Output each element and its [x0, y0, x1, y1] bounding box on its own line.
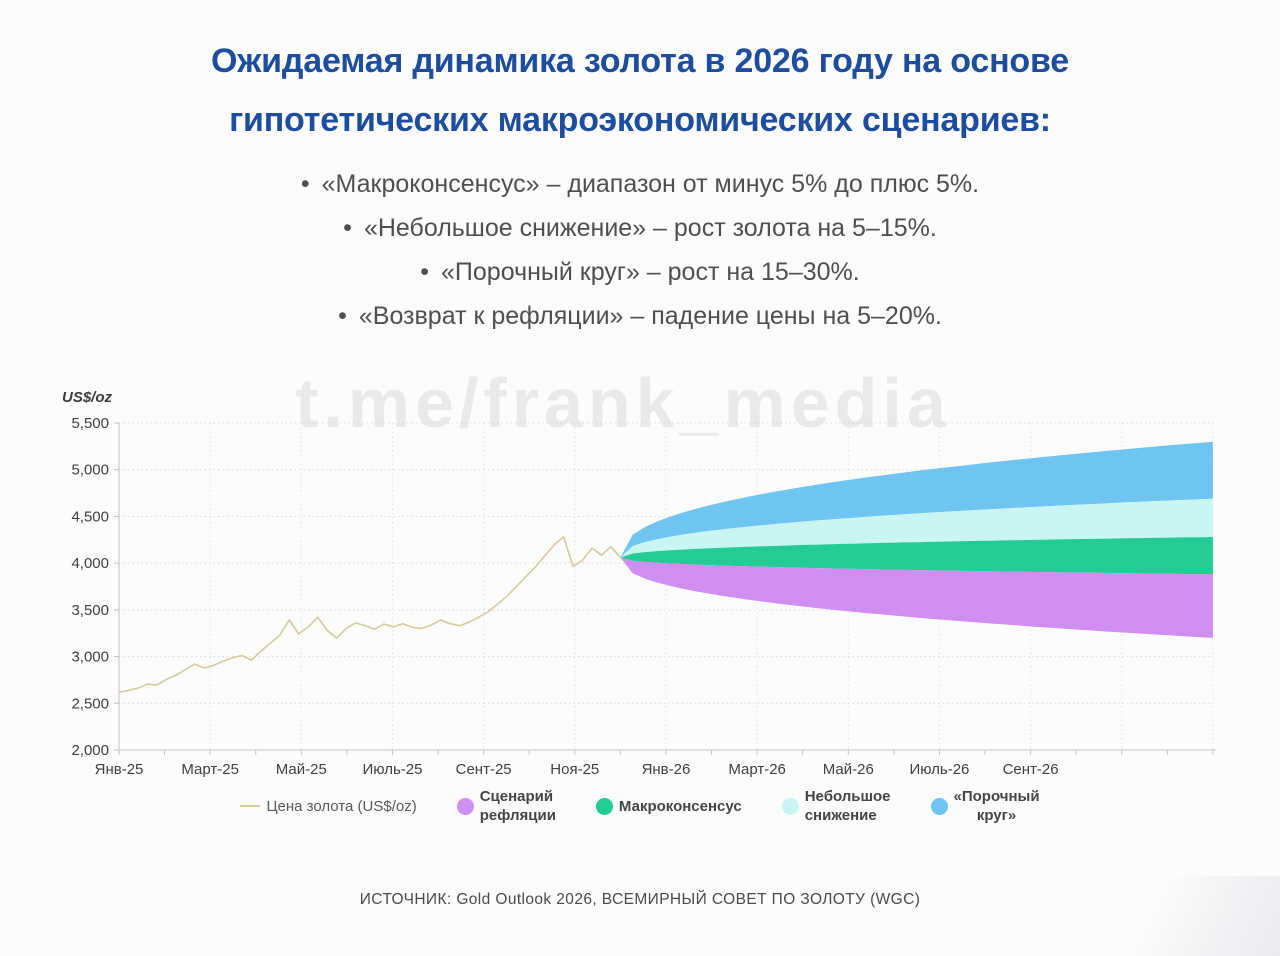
scenario-bullets: «Макроконсенсус» – диапазон от минус 5% …: [0, 162, 1280, 338]
legend-label-vicious-circle: «Порочный круг»: [953, 788, 1040, 824]
small-decline-dot-swatch: [781, 797, 799, 815]
corner-decoration: [980, 876, 1280, 956]
y-tick-label: 5,500: [71, 415, 109, 432]
y-tick-label: 3,500: [71, 602, 109, 619]
legend-label-macro-consensus: Макроконсенсус: [618, 797, 742, 815]
y-tick-label: 4,000: [71, 555, 109, 572]
watermark-text: t.me/frank_media: [295, 364, 951, 442]
fan-band-macro-consensus: [620, 537, 1213, 575]
legend-item-vicious-circle: «Порочный круг»: [930, 787, 1040, 825]
y-tick-label: 2,000: [71, 742, 109, 759]
gold-fan-chart: 5,500 5,000 4,500 4,000 3,500 3,000 2,500 2,000…: [71, 415, 1216, 778]
y-tick-label: 5,000: [71, 462, 109, 479]
page-title-line1: Ожидаемая динамика золота в 2026 году на…: [211, 42, 1069, 80]
x-tick-label: Июль-25: [363, 761, 423, 778]
legend-item-small-decline: Небольшое снижение: [781, 787, 891, 825]
legend-label-reflation: Сценарий рефляции: [479, 788, 556, 824]
y-axis-unit-label: US$/oz: [62, 389, 113, 406]
reflation-dot-swatch: [456, 797, 474, 815]
bullet-small-decline: «Небольшое снижение» – рост золота на 5–…: [0, 206, 1280, 250]
macro-consensus-dot-swatch: [595, 797, 613, 815]
legend-item-reflation: Сценарий рефляции: [456, 787, 556, 825]
gold-price-line: [118, 536, 621, 693]
fan-band-vicious-circle: [620, 441, 1213, 558]
bullet-vicious-circle: «Порочный круг» – рост на 15–30%.: [0, 250, 1280, 294]
x-tick-label: Июль-26: [909, 761, 969, 778]
x-tick-label: Сент-25: [456, 761, 512, 778]
page-title-line2: гипотетических макроэкономических сценар…: [229, 101, 1051, 139]
y-tick-label: 3,000: [71, 649, 109, 666]
legend-item-macro-consensus: Макроконсенсус: [595, 797, 742, 816]
x-tick-label: Янв-25: [95, 761, 144, 778]
fan-band-small-decline: [620, 498, 1213, 558]
x-tick-label: Янв-26: [642, 761, 691, 778]
y-tick-label: 2,500: [71, 695, 109, 712]
x-tick-label: Ноя-25: [550, 761, 599, 778]
gold-price-line-swatch: [240, 805, 261, 807]
bullet-macro-consensus: «Макроконсенсус» – диапазон от минус 5% …: [0, 162, 1280, 206]
x-tick-label: Март-26: [728, 761, 786, 778]
chart-legend: Цена золота (US$/oz) Сценарий рефляции Макр…: [0, 787, 1280, 825]
page-title: Ожидаемая динамика золота в 2026 году на…: [0, 32, 1280, 150]
legend-label-gold-price: Цена золота (US$/oz): [266, 797, 417, 815]
legend-label-small-decline: Небольшое снижение: [804, 788, 891, 824]
vicious-circle-dot-swatch: [930, 797, 948, 815]
bullet-reflation: «Возврат к рефляции» – падение цены на 5…: [0, 294, 1280, 338]
x-tick-label: Май-26: [823, 761, 874, 778]
x-tick-label: Сент-26: [1003, 761, 1059, 778]
source-caption: ИСТОЧНИК: Gold Outlook 2026, ВСЕМИРНЫЙ С…: [359, 891, 921, 908]
y-tick-label: 4,500: [71, 508, 109, 525]
x-tick-label: Май-25: [276, 761, 327, 778]
x-tick-label: Март-25: [181, 761, 239, 778]
legend-item-gold-price: Цена золота (US$/oz): [240, 797, 417, 816]
fan-band-reflation: [620, 557, 1213, 638]
